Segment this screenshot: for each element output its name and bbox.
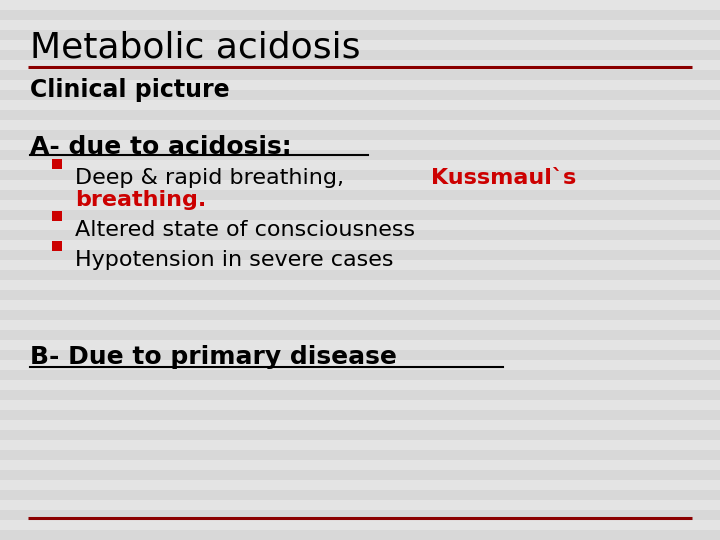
Bar [0,70,720,80]
Bar [0,190,720,200]
Bar [0,20,720,30]
Bar [0,480,720,490]
Bar [0,330,720,340]
Bar [0,310,720,320]
Bar [0,90,720,100]
Bar [0,200,720,210]
Bar [0,80,720,90]
Bar [0,390,720,400]
Text: Metabolic acidosis: Metabolic acidosis [30,30,361,64]
Bar [0,320,720,330]
Text: Clinical picture: Clinical picture [30,78,230,102]
Bar [0,290,720,300]
Bar [0,410,720,420]
Bar [0,300,720,310]
Bar [0,270,720,280]
Bar [0,30,720,40]
Bar [52,159,62,169]
Bar [0,50,720,60]
Bar [0,260,720,270]
Bar [0,0,720,10]
Bar [0,400,720,410]
Bar [0,170,720,180]
Bar [0,470,720,480]
Bar [0,150,720,160]
Bar [0,510,720,520]
Bar [0,230,720,240]
Bar [0,520,720,530]
Bar [0,100,720,110]
Bar [0,120,720,130]
Bar [0,370,720,380]
Bar [0,220,720,230]
Bar [0,420,720,430]
Text: Kussmaul`s: Kussmaul`s [431,168,577,188]
Bar [0,280,720,290]
Bar [0,240,720,250]
Text: breathing.: breathing. [75,190,206,210]
Bar [0,110,720,120]
Bar [0,530,720,540]
Bar [0,60,720,70]
Text: Altered state of consciousness: Altered state of consciousness [75,220,415,240]
Bar [0,140,720,150]
Bar [0,450,720,460]
Text: B- Due to primary disease: B- Due to primary disease [30,345,397,369]
Bar [0,500,720,510]
Bar [0,440,720,450]
Bar [0,180,720,190]
Bar [0,350,720,360]
Bar [52,241,62,251]
Bar [0,160,720,170]
Bar [0,10,720,20]
Text: Deep & rapid breathing,: Deep & rapid breathing, [75,168,351,188]
Bar [0,250,720,260]
Bar [52,211,62,221]
Bar [0,360,720,370]
Bar [0,40,720,50]
Text: Hypotension in severe cases: Hypotension in severe cases [75,250,394,270]
Text: A- due to acidosis:: A- due to acidosis: [30,135,292,159]
Bar [0,210,720,220]
Bar [0,340,720,350]
Bar [0,430,720,440]
Bar [0,490,720,500]
Bar [0,460,720,470]
Bar [0,130,720,140]
Bar [0,380,720,390]
